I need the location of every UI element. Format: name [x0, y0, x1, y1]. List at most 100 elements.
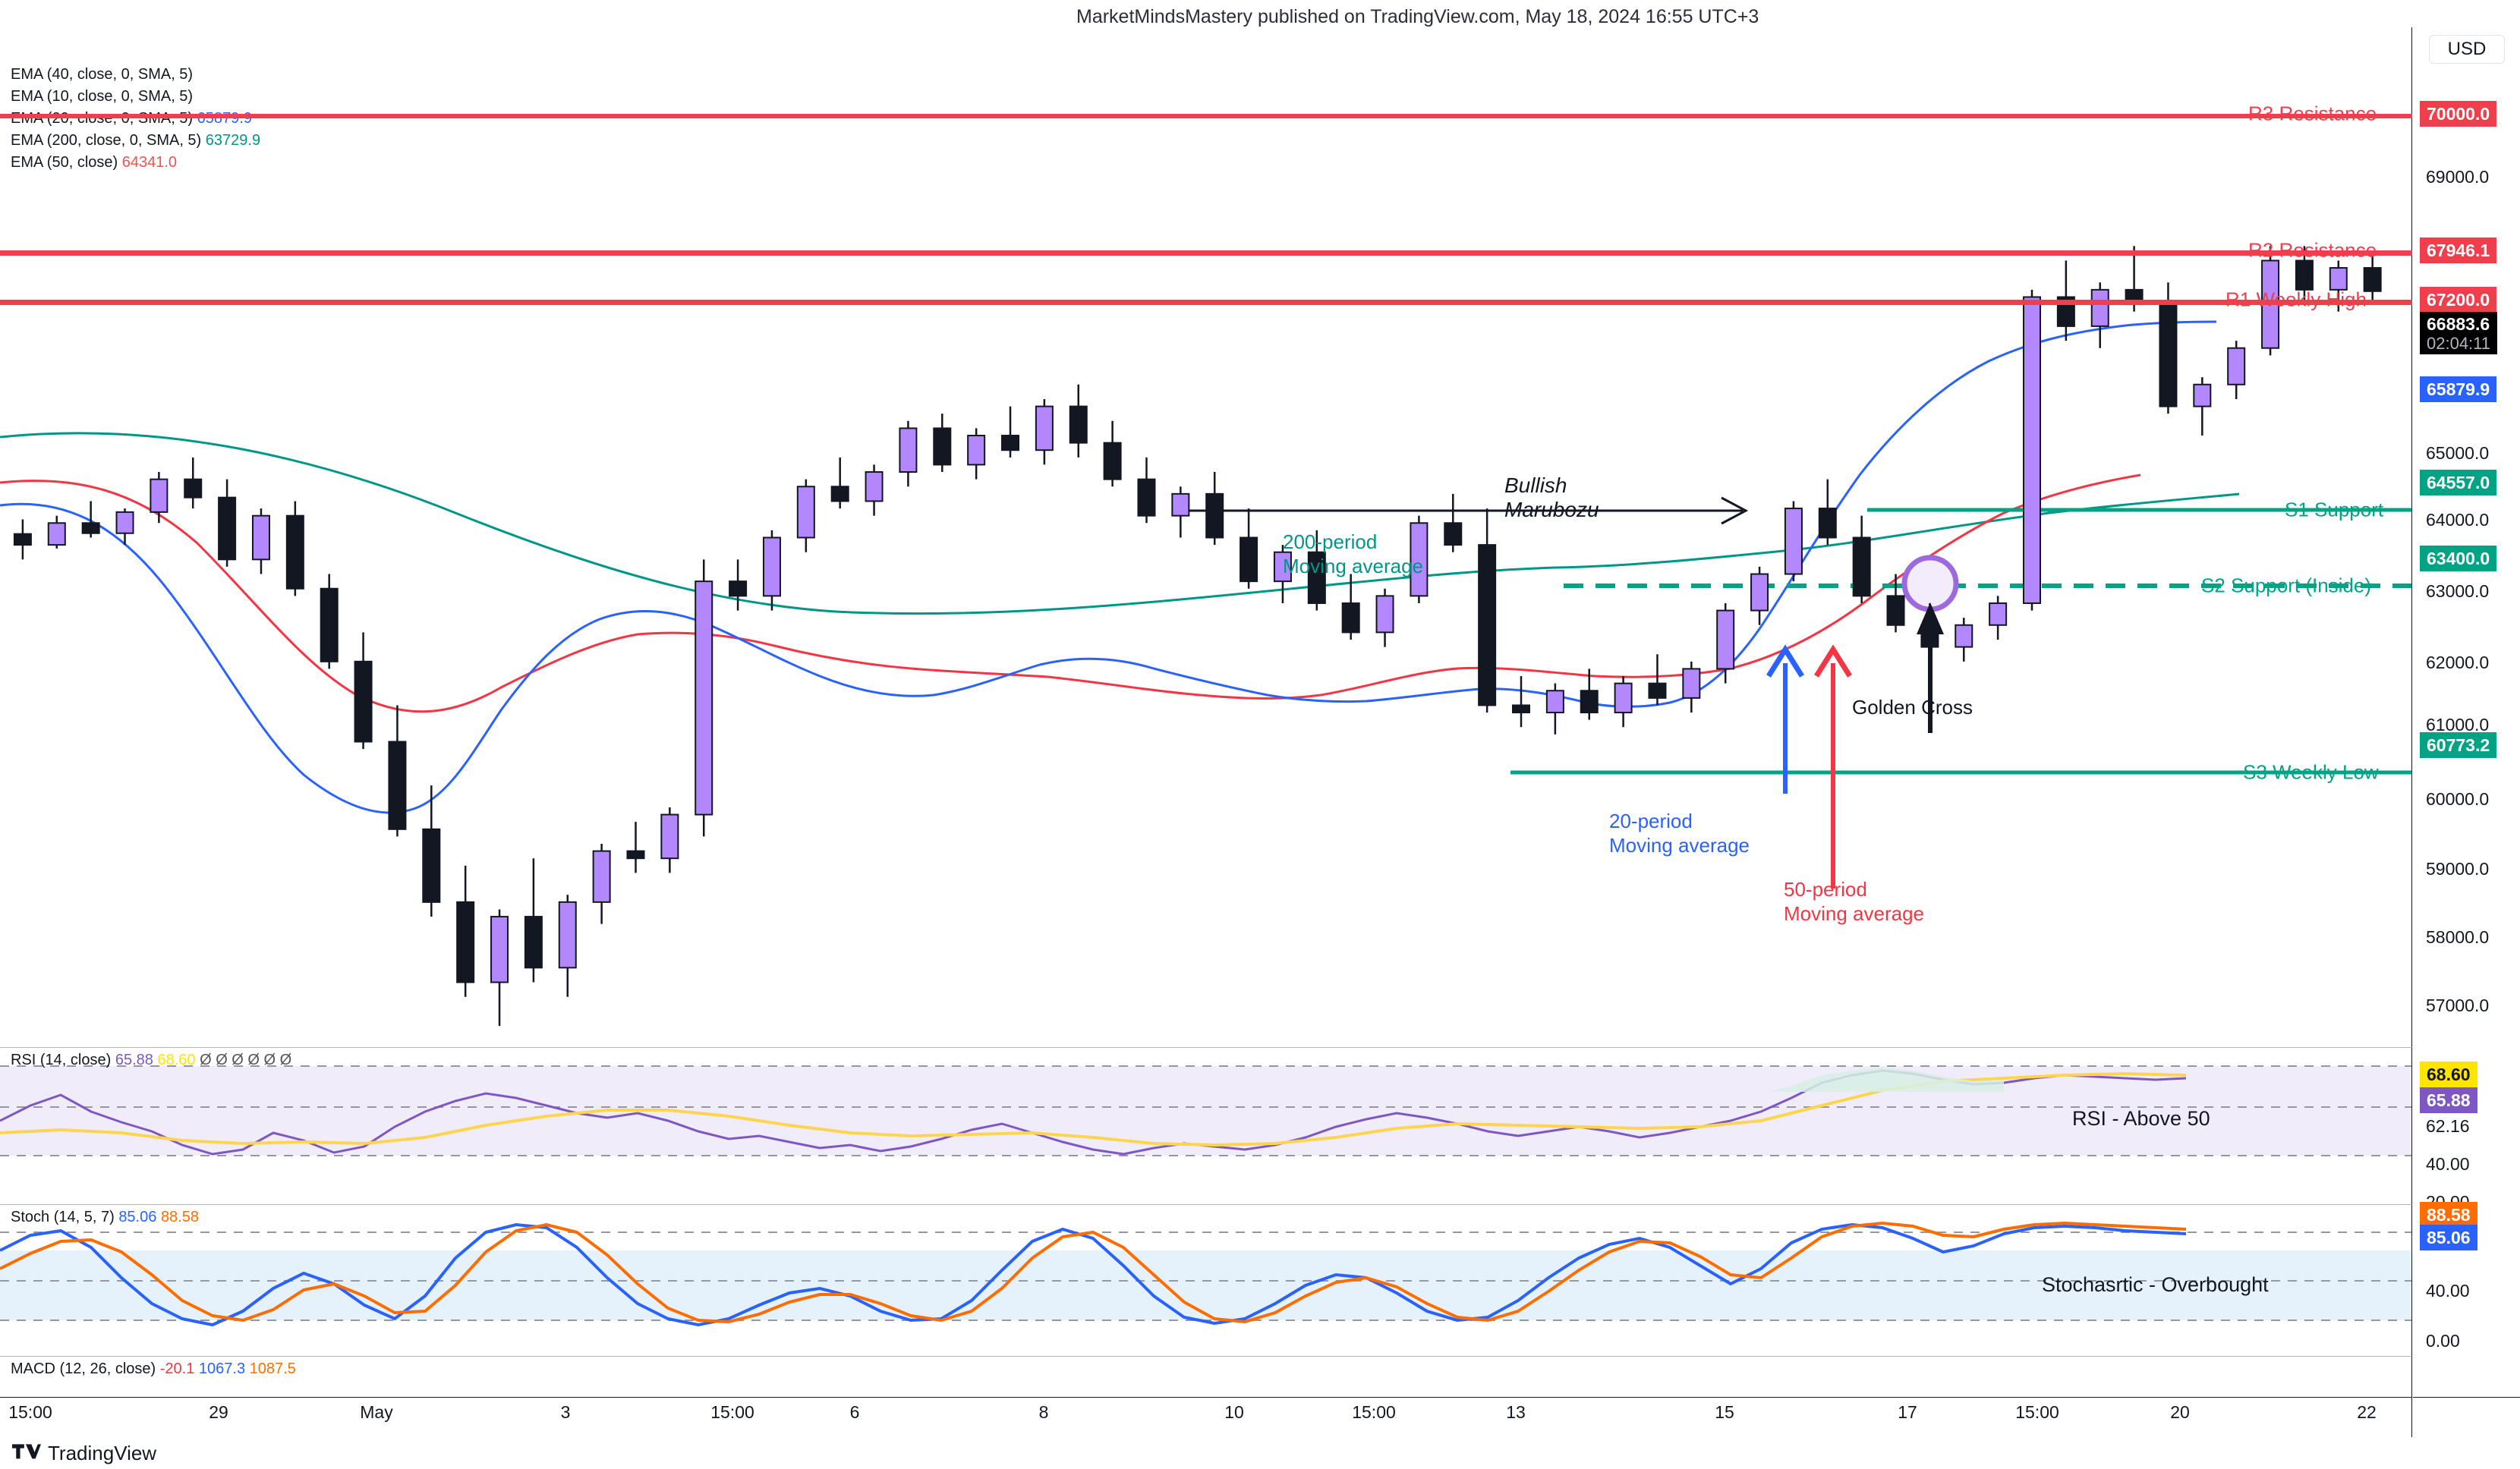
macd-pane[interactable]: MACD (12, 26, close) -20.1 1067.3 1087.5	[0, 1357, 2412, 1398]
candle[interactable]	[592, 850, 611, 903]
macd-axis[interactable]	[2413, 1357, 2520, 1398]
candle[interactable]	[865, 471, 884, 502]
candle[interactable]	[1444, 522, 1463, 546]
candle[interactable]	[1001, 435, 1020, 451]
price-pane[interactable]: EMA (40, close, 0, SMA, 5) EMA (10, clos…	[0, 27, 2412, 1048]
legend-row-ema10[interactable]: EMA (10, close, 0, SMA, 5)	[11, 86, 260, 108]
candle[interactable]	[1682, 668, 1701, 699]
macd-signal-value: 1087.5	[249, 1360, 296, 1377]
candle[interactable]	[184, 478, 203, 499]
candle[interactable]	[2295, 260, 2314, 291]
marubozu-arrow	[1177, 496, 1749, 525]
candle[interactable]	[1750, 573, 1769, 612]
candle[interactable]	[1545, 690, 1564, 714]
stoch-axis[interactable]: 88.58 85.06 40.00 0.00	[2413, 1202, 2520, 1357]
candle[interactable]	[660, 813, 679, 860]
candle[interactable]	[1716, 609, 1735, 670]
candle[interactable]	[1103, 442, 1122, 480]
rsi-pane[interactable]: RSI (14, close) 65.88 68.60 Ø Ø Ø Ø Ø Ø …	[0, 1048, 2412, 1205]
candle[interactable]	[81, 522, 100, 534]
candle[interactable]	[2090, 288, 2109, 327]
candle[interactable]	[1410, 522, 1429, 597]
candle[interactable]	[1818, 508, 1837, 539]
candle[interactable]	[218, 496, 237, 561]
candle[interactable]	[251, 514, 270, 561]
candle[interactable]	[1989, 602, 2008, 626]
candlestick-series[interactable]	[0, 27, 2412, 1048]
candle[interactable]	[2022, 296, 2041, 604]
candle[interactable]	[2363, 267, 2382, 292]
candle[interactable]	[626, 850, 645, 860]
marubozu-annotation-line1: Bullish	[1504, 473, 1567, 497]
candle[interactable]	[1273, 551, 1292, 583]
candle[interactable]	[1886, 595, 1905, 626]
candle[interactable]	[524, 916, 543, 969]
candle[interactable]	[1648, 682, 1667, 699]
candle[interactable]	[456, 901, 475, 983]
candle[interactable]	[933, 427, 952, 466]
candle[interactable]	[1375, 595, 1394, 634]
candle[interactable]	[695, 580, 713, 816]
candle[interactable]	[1784, 508, 1803, 575]
candle[interactable]	[967, 435, 986, 466]
candle[interactable]	[762, 536, 781, 597]
legend-row-ema50[interactable]: EMA (50, close) 64341.0	[11, 152, 260, 174]
candle[interactable]	[47, 522, 66, 546]
candle[interactable]	[1069, 405, 1088, 444]
candle[interactable]	[1852, 536, 1871, 597]
candle[interactable]	[899, 427, 918, 473]
price-tag-r2: 67946.1	[2420, 237, 2497, 263]
candle[interactable]	[422, 828, 441, 903]
stoch-legend[interactable]: Stoch (14, 5, 7) 85.06 88.58	[11, 1209, 199, 1226]
candle[interactable]	[320, 587, 339, 662]
legend-value: 65879.9	[197, 110, 252, 127]
candle[interactable]	[1580, 690, 1599, 714]
candle[interactable]	[1035, 405, 1054, 451]
candle[interactable]	[2193, 383, 2212, 407]
legend-row-ema200[interactable]: EMA (200, close, 0, SMA, 5) 63729.9	[11, 130, 260, 152]
candle[interactable]	[115, 511, 134, 534]
candle[interactable]	[1307, 551, 1326, 604]
golden-cross-annotation: Golden Cross	[1852, 696, 1973, 719]
candle[interactable]	[1205, 492, 1224, 539]
candle[interactable]	[830, 486, 849, 502]
candle[interactable]	[729, 580, 748, 597]
candle[interactable]	[150, 478, 169, 513]
legend-row-ema40[interactable]: EMA (40, close, 0, SMA, 5)	[11, 64, 260, 86]
price-tick-59000: 59000.0	[2426, 859, 2490, 879]
candle[interactable]	[1240, 536, 1258, 583]
candle[interactable]	[1955, 624, 1973, 648]
candle[interactable]	[2329, 267, 2348, 291]
candle[interactable]	[1171, 492, 1190, 517]
time-tick: May	[360, 1402, 393, 1422]
candle[interactable]	[796, 486, 815, 539]
rsi-axis[interactable]: 68.60 65.88 62.16 40.00 20.00	[2413, 1048, 2520, 1212]
candle[interactable]	[2159, 304, 2178, 407]
candle[interactable]	[13, 533, 32, 546]
currency-pill[interactable]: USD	[2429, 35, 2505, 64]
price-axis[interactable]	[2413, 27, 2520, 1048]
stoch-pane[interactable]: Stoch (14, 5, 7) 85.06 88.58 Stochasrtic…	[0, 1205, 2412, 1357]
candle[interactable]	[1920, 624, 1939, 648]
candle[interactable]	[1341, 602, 1360, 634]
candle[interactable]	[1614, 682, 1633, 714]
time-tick: 15	[1715, 1402, 1734, 1422]
rsi-tag-ma: 68.60	[2420, 1062, 2477, 1087]
candle[interactable]	[285, 514, 304, 590]
candle[interactable]	[2227, 347, 2246, 385]
price-tick-62000: 62000.0	[2426, 653, 2490, 672]
price-tick-65000: 65000.0	[2426, 443, 2490, 463]
time-axis[interactable]: 15:00 29 May 3 15:00 6 8 10 15:00 13 15 17 15:00 20 22	[0, 1398, 2412, 1437]
candle[interactable]	[490, 916, 509, 983]
candle[interactable]	[1137, 478, 1156, 517]
s1-support-label: S1 Support	[2285, 498, 2384, 521]
candle[interactable]	[1478, 544, 1497, 706]
candle[interactable]	[354, 660, 373, 743]
s2-support-label: S2 Support (Inside)	[2201, 574, 2372, 597]
candle[interactable]	[388, 741, 407, 830]
legend-row-ema20[interactable]: EMA (20, close, 0, SMA, 5) 65879.9	[11, 108, 260, 130]
candle[interactable]	[1512, 704, 1531, 714]
candle[interactable]	[558, 901, 577, 969]
macd-legend[interactable]: MACD (12, 26, close) -20.1 1067.3 1087.5	[11, 1360, 296, 1378]
rsi-legend[interactable]: RSI (14, close) 65.88 68.60 Ø Ø Ø Ø Ø Ø	[11, 1052, 291, 1069]
